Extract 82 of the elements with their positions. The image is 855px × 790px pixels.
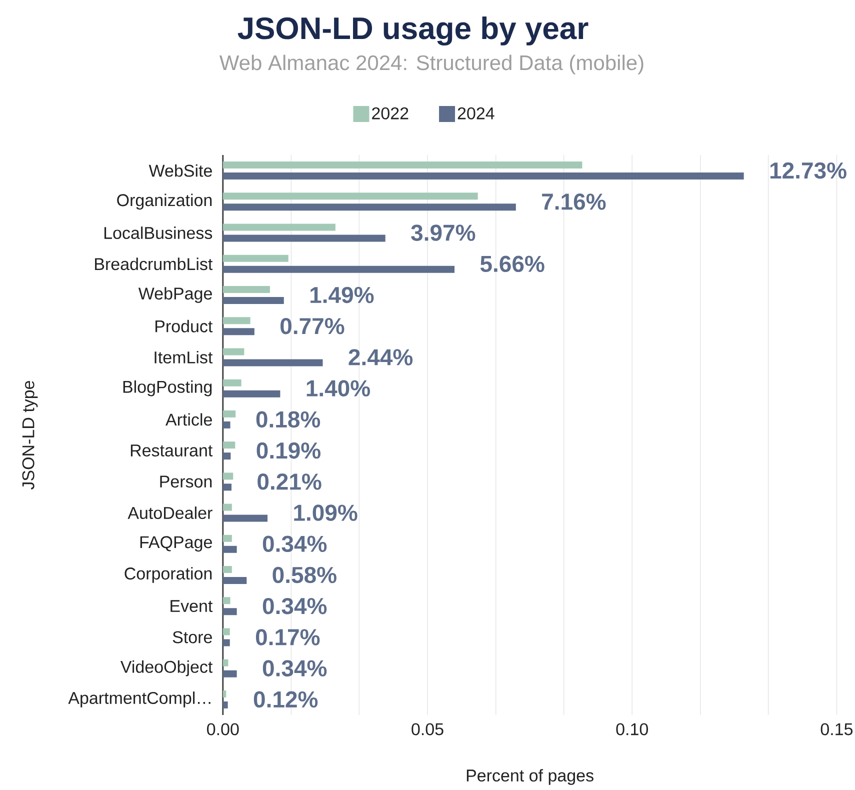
bar xyxy=(222,224,336,231)
data-label: 1.49% xyxy=(310,286,374,304)
y-tick-label: BlogPosting xyxy=(123,380,212,396)
data-label: 0.34% xyxy=(262,536,327,552)
y-tick-label: BreadcrumbList xyxy=(95,258,213,270)
bar xyxy=(222,597,230,604)
bar xyxy=(222,659,228,666)
y-tick-label: ItemList xyxy=(154,350,213,364)
bar xyxy=(222,566,232,573)
bar xyxy=(222,266,455,273)
bar xyxy=(222,204,516,211)
legend-label: 2024 xyxy=(458,107,494,120)
data-label: 0.18% xyxy=(256,411,320,428)
bar xyxy=(222,410,236,418)
data-label: 0.21% xyxy=(258,474,322,490)
bar xyxy=(222,359,323,366)
y-tick-label: LocalBusiness xyxy=(104,226,212,240)
data-label: 0.58% xyxy=(272,566,336,584)
bar xyxy=(222,296,284,304)
bar xyxy=(222,628,230,636)
bar xyxy=(222,608,237,616)
bar xyxy=(222,472,234,480)
bar xyxy=(222,484,232,491)
bar xyxy=(222,690,226,698)
y-tick-label: Store xyxy=(172,631,212,644)
bar xyxy=(222,670,237,678)
y-tick-label: AutoDealer xyxy=(128,506,212,520)
data-label: 7.16% xyxy=(542,194,606,210)
x-axis-title: Percent of pages xyxy=(466,769,594,785)
y-tick-label: Person xyxy=(160,476,212,488)
chart-subtitle: Web Almanac 2024: Structured Data (mobile) xyxy=(219,54,644,74)
bar xyxy=(222,317,250,324)
y-tick-label: FAQPage xyxy=(140,536,212,552)
data-label: 0.77% xyxy=(280,318,344,334)
y-tick-label: VideoObject xyxy=(120,660,213,676)
bar xyxy=(222,254,288,262)
data-label: 5.66% xyxy=(480,256,544,272)
x-tick-label: 0.00 xyxy=(207,723,239,736)
bar xyxy=(222,328,254,336)
data-label: 0.12% xyxy=(254,691,318,708)
bar xyxy=(222,234,386,242)
y-tick-label: Product xyxy=(156,320,213,332)
bar xyxy=(222,390,280,398)
x-tick-label: 0.05 xyxy=(412,723,444,736)
bar xyxy=(222,421,230,428)
data-label: 0.17% xyxy=(256,629,320,646)
bar xyxy=(222,514,268,522)
y-axis-title: JSON-LD type xyxy=(22,380,38,490)
bar xyxy=(222,348,244,356)
legend-label: 2022 xyxy=(372,107,408,120)
y-tick-label: Corporation xyxy=(124,567,212,583)
chart-title: JSON-LD usage by year xyxy=(238,16,588,46)
bar xyxy=(222,379,242,386)
bar xyxy=(222,192,478,200)
bar xyxy=(222,286,270,293)
bar xyxy=(222,639,230,646)
data-label: 0.34% xyxy=(262,660,327,676)
y-tick-label: WebPage xyxy=(138,287,212,303)
y-tick-label: Organization xyxy=(117,194,212,210)
bar xyxy=(222,504,232,511)
bar xyxy=(222,534,232,542)
y-tick-label: WebSite xyxy=(148,164,212,177)
x-tick-label: 0.10 xyxy=(616,723,648,736)
data-label: 2.44% xyxy=(348,349,413,366)
y-tick-label: ApartmentCompl… xyxy=(68,692,210,708)
data-label: 0.19% xyxy=(256,442,320,459)
data-label: 3.97% xyxy=(411,224,476,241)
bar xyxy=(222,172,744,180)
bar xyxy=(222,577,247,584)
y-tick-label: Restaurant xyxy=(130,444,213,456)
data-label: 1.40% xyxy=(306,380,370,396)
data-label: 1.09% xyxy=(294,504,358,521)
bar xyxy=(222,701,228,708)
bar xyxy=(222,452,231,460)
bar xyxy=(222,162,582,169)
bar xyxy=(222,442,236,449)
bar xyxy=(222,546,237,553)
data-label: 0.34% xyxy=(262,598,327,614)
x-tick-label: 0.15 xyxy=(820,723,853,736)
y-tick-label: Event xyxy=(170,600,213,612)
y-tick-label: Article xyxy=(166,413,212,426)
data-label: 12.73% xyxy=(770,162,846,179)
